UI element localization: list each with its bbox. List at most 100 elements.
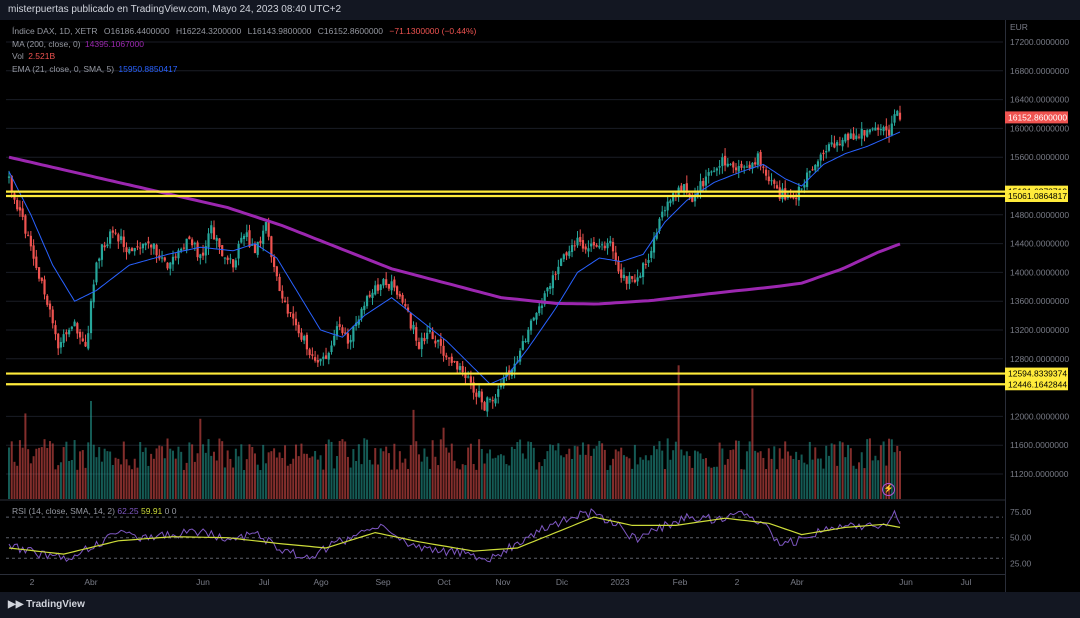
candle-body xyxy=(234,260,237,268)
volume-bar xyxy=(398,451,401,499)
symbol-label[interactable]: Índice DAX, 1D, XETR xyxy=(12,26,98,36)
volume-bar xyxy=(442,427,445,499)
volume-bar xyxy=(836,465,839,499)
volume-bar xyxy=(245,459,248,499)
ema-label: EMA (21, close, 0, SMA, 5) xyxy=(12,63,115,74)
rsi-ma-value: 59.91 xyxy=(141,506,163,516)
volume-bar xyxy=(795,451,798,499)
volume-bar xyxy=(196,453,199,499)
candle-body xyxy=(549,286,552,289)
candle-body xyxy=(726,163,729,167)
candle-body xyxy=(603,245,606,249)
volume-bar xyxy=(62,447,65,499)
volume-bar xyxy=(382,451,385,499)
volume-bar xyxy=(808,441,811,499)
candle-body xyxy=(7,176,11,178)
volume-bar xyxy=(729,450,732,499)
candle-body xyxy=(754,162,757,165)
candle-body xyxy=(253,243,257,254)
candle-body xyxy=(426,332,429,340)
volume-bar xyxy=(467,447,470,499)
candle-body xyxy=(87,333,90,349)
candle-body xyxy=(639,275,642,278)
candle-body xyxy=(885,126,888,131)
volume-bar xyxy=(130,469,133,499)
volume-bar xyxy=(322,469,325,499)
ema-row[interactable]: EMA (21, close, 0, SMA, 5) 15950.8850417 xyxy=(12,63,480,76)
volume-bar xyxy=(368,459,371,499)
candle-body xyxy=(609,240,612,244)
candle-body xyxy=(559,258,563,266)
lightning-icon[interactable]: ⚡ xyxy=(882,483,895,496)
volume-bar xyxy=(412,409,415,499)
volume-bar xyxy=(38,447,41,499)
candle-body xyxy=(611,242,615,252)
candle-body xyxy=(614,252,617,261)
candle-body xyxy=(434,340,437,344)
candle-body xyxy=(784,188,787,200)
candle-body xyxy=(226,257,229,261)
candle-body xyxy=(289,312,292,314)
volume-bar xyxy=(407,468,410,499)
volume-bar xyxy=(24,413,27,499)
time-tick-label: Dic xyxy=(556,577,569,587)
candle-body xyxy=(852,133,855,140)
candle-body xyxy=(795,197,798,199)
time-axis[interactable] xyxy=(0,574,1005,592)
price-tick-label: 14400.0000000 xyxy=(1010,239,1069,249)
volume-bar xyxy=(27,449,30,499)
price-tick-label: 17200.0000000 xyxy=(1010,37,1069,47)
candle-body xyxy=(745,166,749,168)
price-tick-label: 13200.0000000 xyxy=(1010,325,1069,335)
time-tick-label: 2 xyxy=(735,577,740,587)
candle-body xyxy=(401,294,404,303)
volume-bar xyxy=(387,453,390,499)
volume-bar xyxy=(614,449,617,499)
volume-bar xyxy=(480,449,483,499)
volume-bar xyxy=(737,440,740,499)
volume-bar xyxy=(499,454,502,499)
candle-body xyxy=(428,329,432,333)
candle-body xyxy=(406,307,410,312)
time-tick-label: Sep xyxy=(375,577,390,587)
volume-bar xyxy=(680,449,683,499)
volume-bar xyxy=(532,447,535,499)
candle-body xyxy=(554,273,557,275)
candle-body xyxy=(415,327,418,341)
candle-body xyxy=(762,166,765,168)
volume-bar xyxy=(663,469,666,499)
volume-bar xyxy=(417,454,420,499)
candle-body xyxy=(477,390,481,397)
volume-bar xyxy=(390,469,393,499)
volume-bar xyxy=(65,441,68,499)
volume-bar xyxy=(273,448,276,499)
candle-body xyxy=(316,360,319,363)
candle-body xyxy=(472,382,475,393)
volume-bar xyxy=(415,441,418,499)
volume-bar xyxy=(409,445,412,499)
volume-bar xyxy=(702,458,705,499)
volume-bar xyxy=(568,448,571,499)
volume-bar xyxy=(92,444,95,499)
vol-row[interactable]: Vol 2.521B xyxy=(12,50,480,63)
rsi-legend[interactable]: RSI (14, close, SMA, 14, 2) 62.25 59.91 … xyxy=(12,506,177,516)
candle-body xyxy=(833,143,836,148)
rsi-aux-value-1: 0 xyxy=(164,506,170,516)
candle-body xyxy=(816,161,820,167)
price-chart-svg[interactable]: 17200.0000000 16800.0000000 16400.0000000 1… xyxy=(0,0,1080,592)
volume-bar xyxy=(631,468,634,499)
volume-bar xyxy=(743,469,746,499)
candle-body xyxy=(308,349,311,356)
volume-bar xyxy=(226,450,229,499)
volume-bar xyxy=(275,457,278,499)
candle-body xyxy=(166,262,169,269)
candle-body xyxy=(267,222,270,237)
candle-body xyxy=(562,254,565,260)
volume-bar xyxy=(330,441,333,499)
volume-bar xyxy=(423,448,426,499)
volume-bar xyxy=(114,457,117,499)
volume-bar xyxy=(218,438,221,499)
ma-row[interactable]: MA (200, close, 0) 14395.1067000 xyxy=(12,38,480,51)
volume-bar xyxy=(305,453,308,499)
volume-bar xyxy=(740,469,743,499)
